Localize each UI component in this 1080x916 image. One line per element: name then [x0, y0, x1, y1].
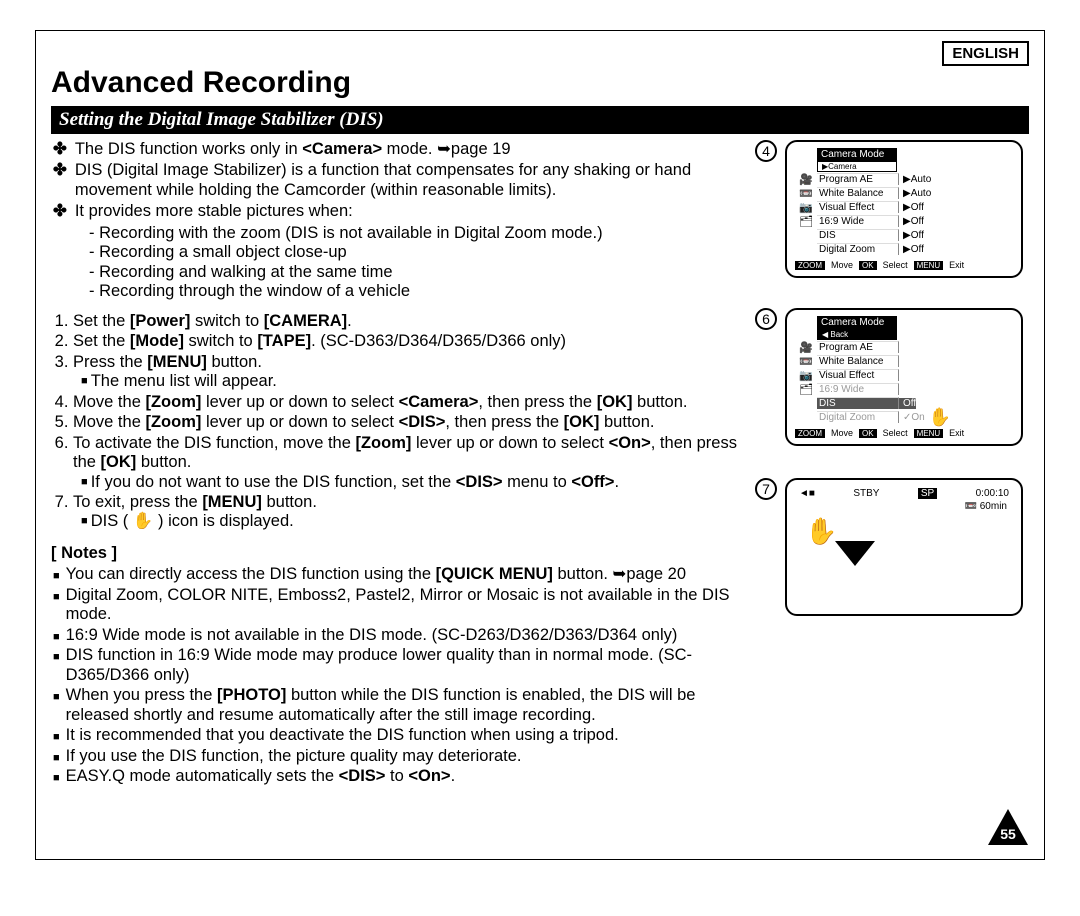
steps-list: Set the [Power] switch to [CAMERA]. Set …	[73, 312, 741, 532]
callout-6: 6	[755, 308, 777, 330]
body-text: ✤The DIS function works only in <Camera>…	[51, 140, 741, 788]
intro-line: It provides more stable pictures when:	[75, 202, 353, 221]
callout-4: 4	[755, 140, 777, 162]
page-number-badge: 55	[986, 807, 1030, 847]
callout-7: 7	[755, 478, 777, 500]
lcd-screen-7: ◄■ STBY SP 0:00:10 📼 60min ✋	[785, 478, 1023, 616]
intro-sublist: Recording with the zoom (DIS is not avai…	[89, 224, 741, 302]
language-label: ENGLISH	[942, 41, 1029, 66]
intro-line: DIS (Digital Image Stabilizer) is a func…	[75, 161, 741, 200]
section-title: Setting the Digital Image Stabilizer (DI…	[51, 106, 1029, 134]
lcd-screen-6: Camera Mode ◀ Back 🎥Program AE 📼White Ba…	[785, 308, 1023, 446]
manual-page: ENGLISH Advanced Recording Setting the D…	[35, 30, 1045, 860]
screens-column: 4 Camera Mode ▶Camera 🎥Program AE▶Auto 📼…	[749, 140, 1029, 788]
lcd-screen-4: Camera Mode ▶Camera 🎥Program AE▶Auto 📼Wh…	[785, 140, 1023, 278]
page-number: 55	[1000, 826, 1016, 842]
notes-header: [ Notes ]	[51, 544, 741, 563]
intro-line: The DIS function works only in <Camera> …	[75, 140, 511, 159]
page-title: Advanced Recording	[51, 66, 1029, 100]
